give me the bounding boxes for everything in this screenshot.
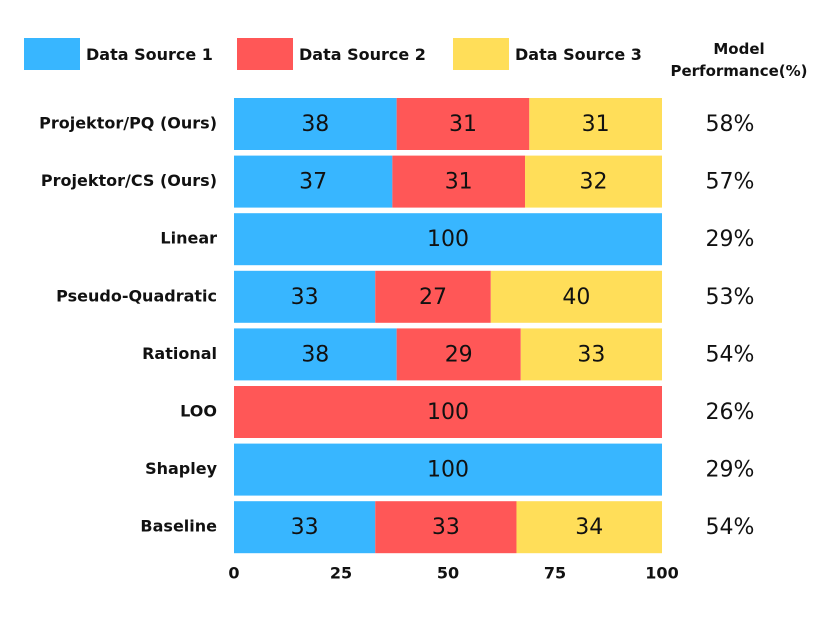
bar-value-label: 38 [301,112,329,137]
bar-segment [234,270,376,323]
legend-item-source-2: Data Source 2 [237,38,426,70]
x-tick-label: 100 [645,564,678,583]
bar-segment [520,328,662,381]
bar-value-label: 38 [301,342,329,367]
bar-segment [516,501,662,554]
model-performance-value: 53% [706,285,755,310]
bar-value-label: 40 [562,285,590,310]
bar-value-label: 29 [445,342,473,367]
category-label: Pseudo-Quadratic [56,286,217,305]
model-performance-value: 58% [706,112,755,137]
bar-segment [234,443,662,496]
bar-value-label: 27 [419,285,447,310]
legend-label-source-2: Data Source 2 [299,44,426,64]
bar-segment [529,98,662,150]
category-label: Projektor/CS (Ours) [41,171,217,190]
legend-label-source-1: Data Source 1 [86,44,213,64]
bar-value-label: 33 [577,342,605,367]
legend-swatch-source-3 [453,38,509,70]
bar-value-label: 100 [427,227,469,252]
category-label: Shapley [145,459,218,478]
bar-segment [234,98,397,150]
legend-label-source-3: Data Source 3 [515,44,642,64]
bar-segment [490,270,662,323]
performance-title-line1: Model [713,40,765,58]
x-tick-label: 25 [330,564,352,583]
category-label: Linear [160,229,217,248]
bar-segment [396,98,530,150]
model-performance-value: 29% [706,458,755,483]
bar-segment [234,213,662,266]
performance-column-title: Model Performance(%) [664,38,814,82]
bar-value-label: 31 [582,112,610,137]
bar-value-label: 34 [575,515,603,540]
legend-item-source-3: Data Source 3 [453,38,642,70]
bar-segment [525,155,662,208]
bar-value-label: 100 [427,458,469,483]
bar-value-label: 32 [580,170,608,195]
bar-segment [234,501,376,554]
bar-value-label: 31 [449,112,477,137]
model-performance-value: 57% [706,170,755,195]
category-label: Baseline [140,517,217,536]
model-performance-value: 26% [706,400,755,425]
bar-segment [375,501,517,554]
bar-segment [234,155,393,208]
bar-value-label: 33 [291,285,319,310]
legend-swatch-source-2 [237,38,293,70]
bar-segment [375,270,491,323]
category-label: Rational [142,344,217,363]
x-tick-label: 50 [437,564,459,583]
bar-value-label: 37 [299,170,327,195]
bar-value-label: 31 [445,170,473,195]
performance-title-line2: Performance(%) [670,62,808,80]
category-label: LOO [180,402,217,421]
bar-segment [234,386,662,438]
legend-swatch-source-1 [24,38,80,70]
x-tick-label: 0 [228,564,239,583]
bar-value-label: 100 [427,400,469,425]
bar-value-label: 33 [432,515,460,540]
legend-item-source-1: Data Source 1 [24,38,213,70]
model-performance-value: 54% [706,342,755,367]
model-performance-value: 29% [706,227,755,252]
x-tick-label: 75 [544,564,566,583]
bar-segment [234,328,397,381]
category-label: Projektor/PQ (Ours) [39,114,217,133]
bar-value-label: 33 [291,515,319,540]
model-performance-value: 54% [706,515,755,540]
bar-segment [396,328,521,381]
bar-segment [392,155,526,208]
